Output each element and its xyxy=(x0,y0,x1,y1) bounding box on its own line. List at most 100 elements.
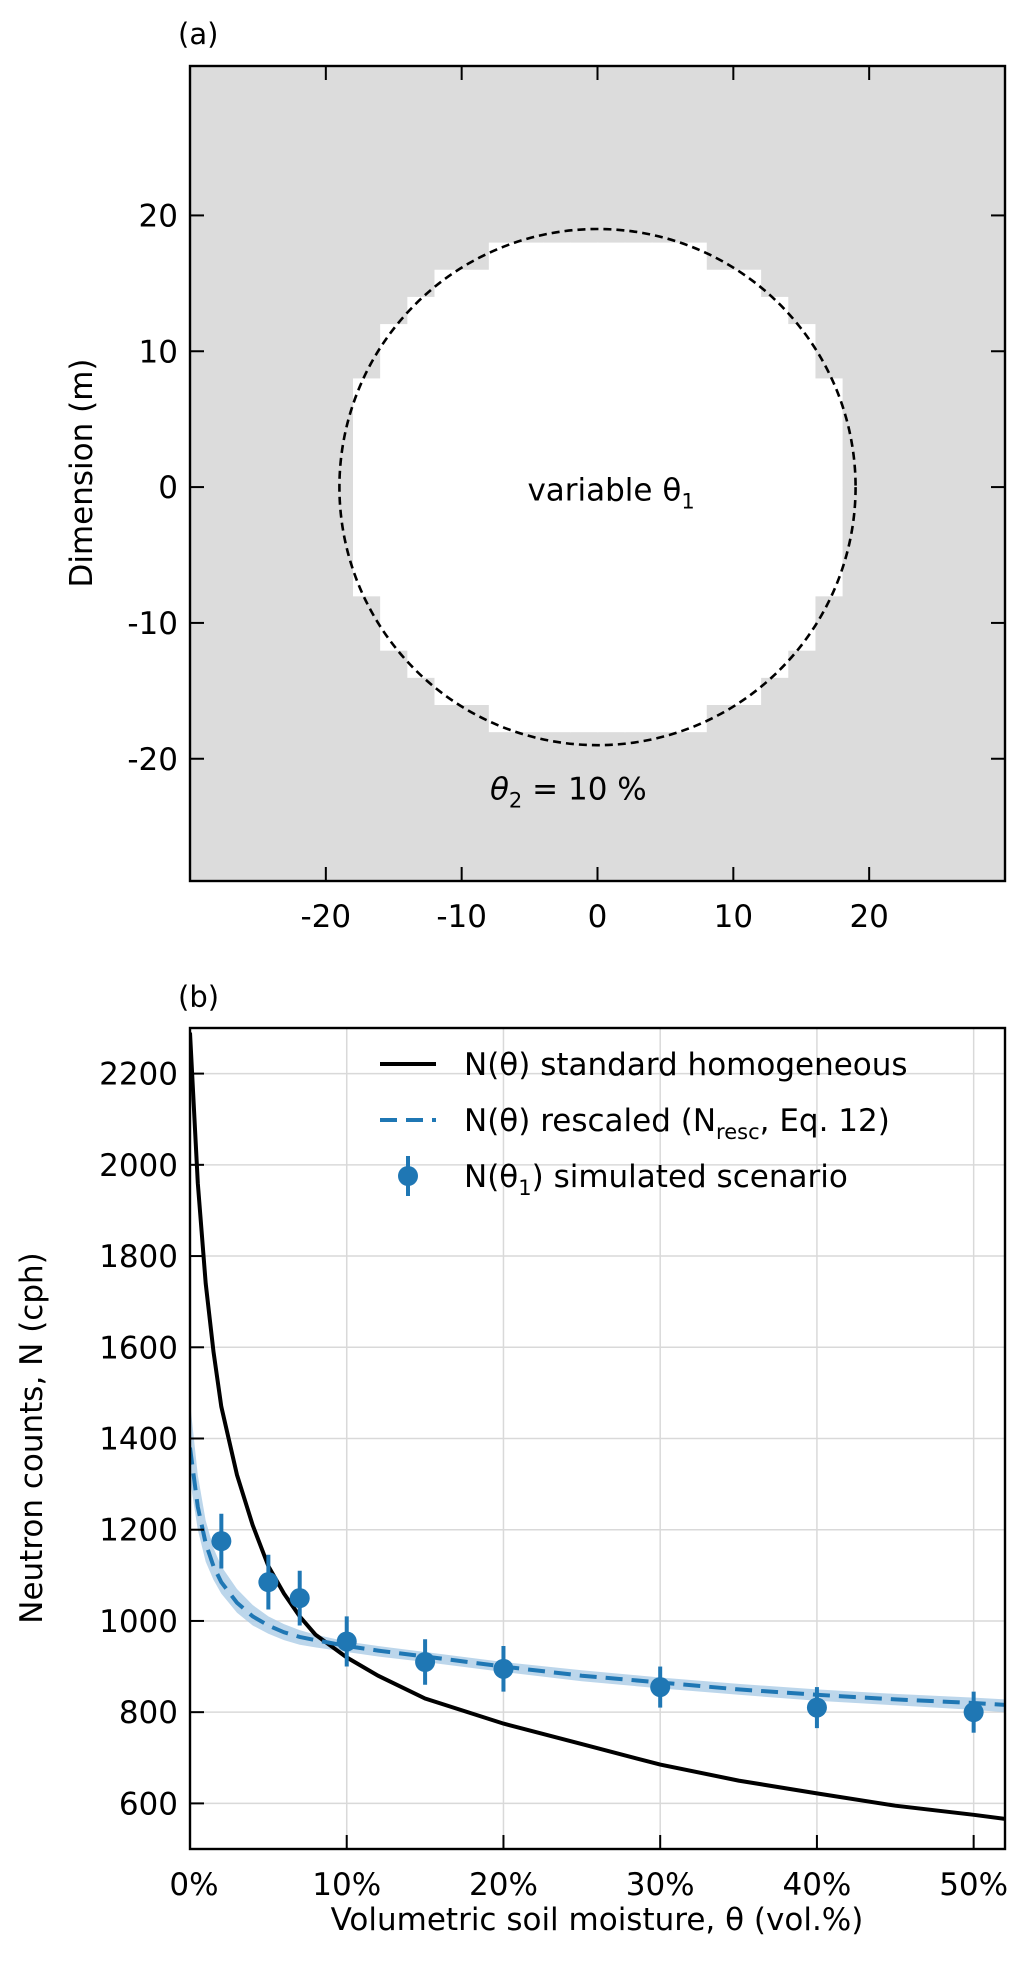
inner-cell xyxy=(516,296,544,325)
inner-cell xyxy=(488,541,517,570)
inner-cell xyxy=(733,568,762,597)
a-x-tick-label: 0 xyxy=(588,899,608,935)
inner-cell xyxy=(461,487,490,515)
inner-cell xyxy=(570,378,599,407)
inner-cell xyxy=(516,650,544,678)
inner-cell xyxy=(597,432,626,461)
inner-cell xyxy=(461,269,490,298)
inner-cell xyxy=(407,514,436,543)
inner-cell xyxy=(597,296,626,325)
inner-cell xyxy=(516,324,544,352)
inner-cell xyxy=(543,296,571,325)
inner-cell xyxy=(488,514,517,543)
inner-cell xyxy=(543,378,571,407)
inner-cell xyxy=(624,487,653,515)
b-y-tick-label: 1800 xyxy=(99,1239,178,1275)
inner-cell xyxy=(624,541,653,570)
inner-cell xyxy=(597,677,626,706)
inner-cell xyxy=(706,487,734,515)
inner-cell xyxy=(543,650,571,678)
inner-cell xyxy=(624,459,653,488)
inner-cell xyxy=(488,650,517,678)
inner-cell xyxy=(434,650,463,678)
inner-cell xyxy=(434,459,463,488)
inner-cell xyxy=(434,541,463,570)
inner-cell xyxy=(543,405,571,434)
simulated-point xyxy=(963,1702,984,1723)
inner-cell xyxy=(624,650,653,678)
panel-b-series xyxy=(190,1032,1005,1821)
inner-cell xyxy=(733,595,762,624)
inner-cell xyxy=(407,459,436,488)
inner-cell xyxy=(597,514,626,543)
inner-cell xyxy=(733,432,762,461)
inner-cell xyxy=(787,541,816,570)
inner-cell xyxy=(814,541,843,570)
inner-cell xyxy=(706,324,734,352)
simulated-point xyxy=(806,1697,827,1718)
inner-cell xyxy=(706,269,734,298)
inner-cell xyxy=(651,595,680,624)
inner-cell xyxy=(516,242,544,271)
simulated-point xyxy=(415,1651,436,1672)
inner-cell xyxy=(543,568,571,597)
inner-cell xyxy=(461,432,490,461)
a-y-tick-label: -20 xyxy=(127,742,178,778)
inner-cell xyxy=(434,487,463,515)
inner-cell xyxy=(597,622,626,651)
inner-cell xyxy=(787,595,816,624)
inner-cell xyxy=(597,704,626,733)
inner-cell xyxy=(624,568,653,597)
inner-cell xyxy=(380,568,408,597)
inner-cell xyxy=(407,595,436,624)
inner-cell xyxy=(679,622,707,651)
inner-cell xyxy=(679,541,707,570)
inner-cell xyxy=(597,541,626,570)
inner-cell xyxy=(407,405,436,434)
inner-cell xyxy=(543,432,571,461)
inner-cell xyxy=(516,378,544,407)
inner-cell xyxy=(570,677,599,706)
inner-cell xyxy=(624,269,653,298)
inner-cell xyxy=(760,622,789,651)
inner-cell xyxy=(787,459,816,488)
inner-cell xyxy=(679,595,707,624)
inner-cell xyxy=(624,324,653,352)
inner-cell xyxy=(461,541,490,570)
inner-cell xyxy=(706,351,734,380)
inner-cell xyxy=(488,405,517,434)
b-x-tick-label: 50% xyxy=(939,1867,1008,1903)
inner-cell xyxy=(679,650,707,678)
inner-cell xyxy=(516,405,544,434)
inner-cell xyxy=(679,487,707,515)
inner-cell xyxy=(543,351,571,380)
inner-cell xyxy=(706,378,734,407)
inner-cell xyxy=(679,405,707,434)
inner-cell xyxy=(787,487,816,515)
inner-cell xyxy=(706,514,734,543)
inner-cell xyxy=(679,378,707,407)
inner-cell xyxy=(733,459,762,488)
series-rescaled xyxy=(190,1447,1005,1707)
inner-cell xyxy=(353,514,381,543)
panel-b-frame xyxy=(188,1026,1007,1851)
inner-cell xyxy=(679,432,707,461)
inner-cell xyxy=(624,514,653,543)
inner-cell xyxy=(733,405,762,434)
inner-cell xyxy=(760,405,789,434)
inner-cell xyxy=(597,650,626,678)
inner-cell xyxy=(651,378,680,407)
inner-cell xyxy=(787,568,816,597)
inner-cell xyxy=(407,378,436,407)
inner-cell xyxy=(624,296,653,325)
simulated-point xyxy=(289,1588,310,1609)
inner-cell xyxy=(407,351,436,380)
panel-b-grid xyxy=(189,1028,1005,1849)
inner-cell xyxy=(434,378,463,407)
inner-cell xyxy=(488,378,517,407)
inner-cell xyxy=(679,704,707,733)
panel-b-x-axis-label: Volumetric soil moisture, θ (vol.%) xyxy=(331,1902,864,1938)
inner-cell xyxy=(488,487,517,515)
rescaled-uncertainty-band xyxy=(190,1402,1005,1713)
panel-a-label: (a) xyxy=(178,17,218,51)
